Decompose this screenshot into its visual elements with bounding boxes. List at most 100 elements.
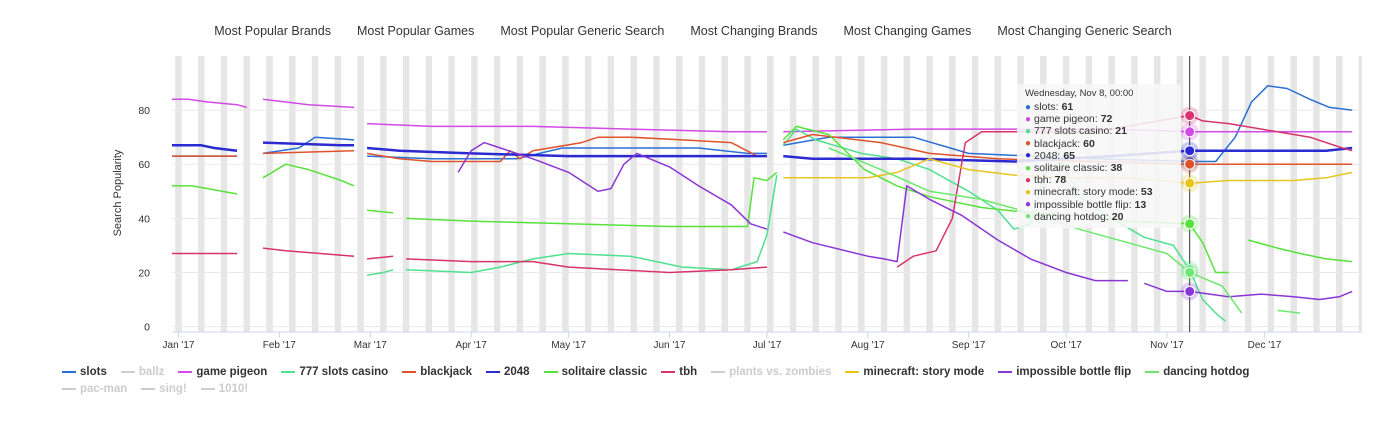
legend-label: tbh <box>679 366 698 378</box>
legend-label: plants vs. zombies <box>729 366 832 378</box>
weekend-band <box>584 56 592 332</box>
y-tick-label: 0 <box>144 322 150 334</box>
tooltip-row: ● slots: 61 <box>1025 101 1173 113</box>
legend-item-pac-man[interactable]: pac-man <box>62 383 127 395</box>
hover-marker <box>1184 218 1196 230</box>
tooltip-series-name: tbh: <box>1034 174 1052 187</box>
x-tick-label: Feb '17 <box>263 340 296 351</box>
tooltip-series-value: 60 <box>1083 137 1095 150</box>
weekend-band <box>835 56 842 332</box>
legend-item-1010-[interactable]: 1010! <box>200 383 248 395</box>
legend-item-777-slots-casino[interactable]: 777 slots casino <box>281 366 388 378</box>
hover-tooltip: Wednesday, Nov 8, 00:00 ● slots: 61 ● game p… <box>1017 84 1181 228</box>
legend-item-slots[interactable]: slots <box>62 366 107 378</box>
tooltip-series-value: 53 <box>1140 186 1153 199</box>
weekend-band <box>1222 56 1229 332</box>
series-dot-icon: ● <box>1025 101 1032 113</box>
series-line-2048[interactable] <box>172 141 1353 163</box>
legend-item-minecraft-story-mode[interactable]: minecraft: story mode <box>845 366 984 378</box>
weekend-band <box>175 56 182 332</box>
hover-marker <box>1184 158 1196 170</box>
weekend-band <box>812 56 820 332</box>
series-line-blackjack[interactable] <box>172 133 1353 165</box>
y-tick-label: 20 <box>138 267 150 279</box>
legend-swatch-icon <box>845 371 860 373</box>
x-tick-label: Jul '17 <box>753 340 782 351</box>
x-tick-label: Mar '17 <box>354 340 387 351</box>
series-dot-icon: ● <box>1025 125 1032 137</box>
series-lines <box>172 85 1353 322</box>
y-tick-label: 60 <box>138 159 150 171</box>
series-line-impossible-bottle-flip[interactable] <box>457 141 1353 301</box>
series-line-tbh[interactable] <box>172 114 1353 274</box>
legend-swatch-icon <box>62 388 76 390</box>
x-tick-label: Nov '17 <box>1150 340 1184 351</box>
legend-label: slots <box>80 366 107 378</box>
legend-item-solitaire-classic[interactable]: solitaire classic <box>543 366 648 378</box>
weekend-band <box>402 56 410 332</box>
tooltip-series-name: 777 slots casino: <box>1034 125 1113 138</box>
tab-most-popular-generic-search[interactable]: Most Popular Generic Search <box>500 24 665 38</box>
weekend-band <box>994 56 1002 332</box>
weekend-band <box>926 56 933 332</box>
weekend-band <box>448 56 455 332</box>
tooltip-series-value: 72 <box>1100 113 1113 126</box>
tooltip-series-name: slots: <box>1034 101 1059 114</box>
legend-swatch-icon <box>486 371 500 373</box>
tooltip-series-name: blackjack: <box>1034 137 1081 150</box>
legend-item-game-pigeon[interactable]: game pigeon <box>178 366 267 378</box>
x-axis: Jan '17 Feb '17 Mar '17 Apr '17 May '17 Jun '… <box>163 331 1362 351</box>
legend-item-sing-[interactable]: sing! <box>141 383 187 395</box>
tab-most-changing-generic-search[interactable]: Most Changing Generic Search <box>997 24 1172 38</box>
tooltip-row: ● 777 slots casino: 21 <box>1025 125 1173 137</box>
tooltip-series-value: 21 <box>1115 125 1127 138</box>
legend-swatch-icon <box>281 371 296 373</box>
series-line-solitaire-classic[interactable] <box>172 125 1353 274</box>
hover-markers <box>1180 106 1199 301</box>
weekend-band <box>380 56 387 332</box>
legend-swatch-icon <box>711 371 726 373</box>
tab-most-changing-games[interactable]: Most Changing Games <box>843 24 972 38</box>
weekend-band <box>880 56 888 332</box>
series-dot-icon: ● <box>1025 211 1032 223</box>
legend-swatch-icon <box>178 371 193 373</box>
x-tick-label: Oct '17 <box>1050 340 1082 351</box>
legend-item-plants-vs-zombies[interactable]: plants vs. zombies <box>711 366 831 378</box>
legend-item-ballz[interactable]: ballz <box>120 366 165 378</box>
legend-label: game pigeon <box>196 366 268 378</box>
weekend-band <box>789 56 797 332</box>
legend-label: pac-man <box>80 383 128 395</box>
tab-most-popular-brands[interactable]: Most Popular Brands <box>214 24 331 38</box>
series-dot-icon: ● <box>1025 174 1032 186</box>
weekend-band <box>220 56 228 332</box>
legend-label: solitaire classic <box>561 366 648 378</box>
weekend-band <box>425 56 433 332</box>
legend-label: impossible bottle flip <box>1016 366 1132 378</box>
legend-swatch-icon <box>1145 371 1160 373</box>
weekend-band <box>289 56 296 332</box>
hover-marker <box>1184 110 1196 122</box>
series-line-game-pigeon[interactable] <box>172 98 1353 133</box>
legend-label: ballz <box>138 366 165 378</box>
series-dot-icon: ● <box>1025 138 1032 150</box>
tooltip-row: ● minecraft: story mode: 53 <box>1025 186 1173 198</box>
legend-item-tbh[interactable]: tbh <box>661 366 697 378</box>
legend-item-2048[interactable]: 2048 <box>486 366 530 378</box>
legend-item-blackjack[interactable]: blackjack <box>402 366 472 378</box>
series-dot-icon: ● <box>1025 199 1032 211</box>
series-line-dancing-hotdog[interactable] <box>828 147 1301 314</box>
y-tick-label: 40 <box>138 213 150 225</box>
series-dot-icon: ● <box>1025 113 1032 125</box>
tab-most-changing-brands[interactable]: Most Changing Brands <box>690 24 818 38</box>
hover-marker <box>1184 266 1196 278</box>
tooltip-row: ● solitaire classic: 38 <box>1025 162 1173 174</box>
legend-item-impossible-bottle-flip[interactable]: impossible bottle flip <box>998 366 1131 378</box>
tooltip-series-value: 78 <box>1054 174 1067 187</box>
tooltip-series-value: 61 <box>1061 101 1074 114</box>
tooltip-date: Wednesday, Nov 8, 00:00 <box>1025 88 1134 99</box>
weekend-band <box>767 56 774 332</box>
weekend-band <box>721 56 728 332</box>
legend-swatch-icon <box>141 388 156 390</box>
tab-most-popular-games[interactable]: Most Popular Games <box>356 24 475 38</box>
legend-item-dancing-hotdog[interactable]: dancing hotdog <box>1145 366 1249 378</box>
